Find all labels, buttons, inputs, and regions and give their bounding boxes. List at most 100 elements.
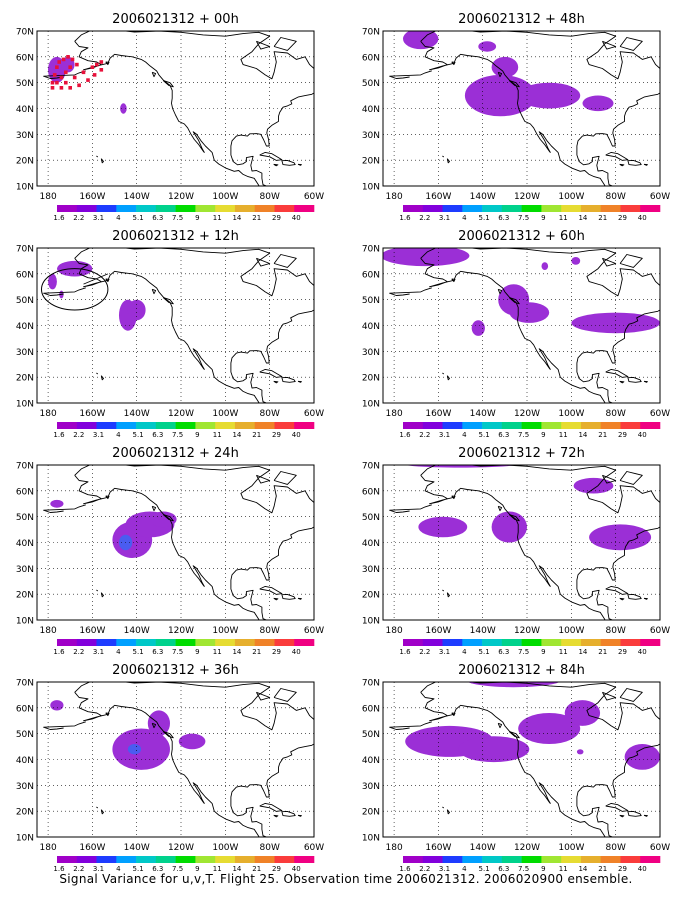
lon-label: 100W (558, 192, 584, 202)
lon-label: 60W (304, 192, 324, 202)
island (96, 372, 98, 375)
variance-area (576, 749, 584, 755)
atlantic-coast (230, 92, 314, 186)
island (619, 597, 625, 601)
colorbar-swatch (442, 205, 463, 212)
colorbar-label: 14 (232, 648, 241, 656)
lon-label: 180 (40, 626, 57, 636)
island (602, 257, 617, 267)
colorbar-swatch (195, 856, 216, 863)
variance-area (127, 299, 146, 321)
observation-point (66, 55, 70, 59)
colorbar-label: 9 (541, 648, 545, 656)
colorbar-label: 5.1 (479, 648, 490, 656)
colorbar-swatch (501, 422, 522, 429)
colorbar-label: 7.5 (172, 214, 183, 222)
arctic-coast (420, 248, 660, 297)
island (100, 375, 104, 381)
lat-label: 70N (362, 245, 380, 255)
variance-shading (383, 248, 660, 336)
lon-label: 100W (212, 626, 238, 636)
map-panel-1: 2006021312 + 12h 70N 60N 50N 40N 30N 20N 10N 180… (16, 229, 324, 439)
island (605, 151, 629, 161)
colorbar-swatch (600, 205, 621, 212)
colorbar-swatch (600, 856, 621, 863)
atlantic-coast (576, 92, 660, 186)
variance-area (518, 713, 581, 744)
variance-area (112, 728, 170, 770)
lat-label: 40N (16, 105, 34, 115)
island (451, 495, 456, 500)
colorbar-swatch (136, 856, 157, 863)
colorbar-swatch (116, 422, 137, 429)
colorbar-label: 9 (195, 865, 199, 873)
lon-label: 80W (606, 843, 626, 853)
island (627, 810, 642, 817)
colorbar-label: 7.5 (172, 648, 183, 656)
lat-label: 20N (362, 808, 380, 818)
colorbar-label: 7.5 (518, 214, 529, 222)
arctic-coast (420, 682, 660, 731)
colorbar-swatch (580, 856, 601, 863)
island (497, 722, 503, 729)
lat-label: 60N (16, 53, 34, 63)
variance-area (50, 499, 64, 508)
island (643, 814, 648, 817)
colorbar-swatch (294, 422, 315, 429)
colorbar-swatch (541, 422, 562, 429)
colorbar-label: 11 (213, 865, 222, 873)
panel-title: 2006021312 + 00h (112, 12, 239, 27)
colorbar-swatch (462, 639, 483, 646)
colorbar-label: 6.3 (498, 865, 509, 873)
variance-area (518, 82, 581, 109)
colorbar-label: 29 (618, 865, 627, 873)
colorbar-label: 14 (232, 214, 241, 222)
colorbar-label: 4 (116, 865, 121, 873)
pacific-coast (74, 258, 260, 403)
coastlines (43, 248, 314, 403)
lat-label: 40N (16, 756, 34, 766)
lon-label: 100W (558, 626, 584, 636)
map-content (37, 682, 314, 837)
colorbar-swatch (96, 639, 117, 646)
lon-label: 80W (260, 843, 280, 853)
lat-label: 40N (362, 756, 380, 766)
lon-label: 60W (650, 409, 670, 419)
island (273, 471, 297, 485)
colorbar-swatch (274, 639, 295, 646)
colorbar-label: 21 (598, 648, 607, 656)
observation-point (55, 80, 59, 85)
map-frame (36, 681, 315, 838)
variance-area (541, 262, 549, 270)
colorbar: 1.6 2.2 3.1 4 5.1 6.3 7.5 9 11 14 21 29 40 (399, 856, 661, 873)
island (273, 688, 297, 702)
island (442, 372, 444, 375)
island (619, 37, 643, 51)
observation-point (81, 70, 86, 75)
colorbar-swatch (640, 422, 661, 429)
pacific-coast (74, 692, 260, 837)
island (259, 151, 283, 161)
island (605, 585, 629, 595)
colorbar-label: 1.6 (399, 865, 411, 873)
island (594, 26, 627, 30)
colorbar-swatch (215, 856, 236, 863)
island (297, 597, 302, 600)
island (256, 474, 271, 484)
island (105, 495, 110, 500)
colorbar-swatch (57, 856, 78, 863)
observation-points (50, 55, 104, 90)
lon-label: 140W (124, 409, 150, 419)
gridlines (37, 31, 314, 186)
lat-label: 10N (362, 183, 380, 193)
observation-point (95, 62, 99, 67)
coastlines (389, 248, 660, 403)
coastlines (43, 31, 314, 186)
colorbar-swatch (403, 856, 424, 863)
lat-label: 60N (16, 704, 34, 714)
island (643, 380, 648, 383)
colorbar: 1.6 2.2 3.1 4 5.1 6.3 7.5 9 11 14 21 29 40 (53, 422, 315, 439)
atlantic-coast (576, 526, 660, 620)
colorbar-label: 11 (559, 648, 568, 656)
